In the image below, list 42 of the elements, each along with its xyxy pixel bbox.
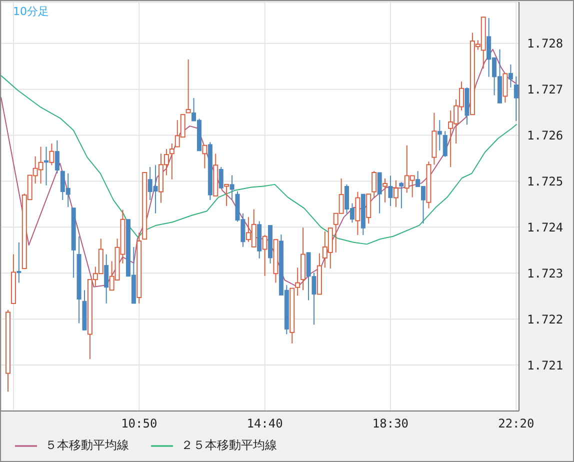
candlestick [393, 180, 398, 208]
candlestick [366, 194, 372, 224]
candlestick [295, 267, 300, 296]
y-tick-label: 1.728 [527, 36, 564, 51]
candlestick [262, 234, 268, 276]
candlestick [16, 242, 22, 284]
candlestick [514, 76, 518, 122]
candlestick [186, 58, 191, 114]
candlestick [442, 130, 448, 158]
candlestick [224, 184, 230, 207]
y-tick-label: 1.726 [527, 128, 564, 143]
candlestick [377, 172, 382, 214]
candlestick [502, 73, 508, 104]
candlestick [355, 191, 360, 236]
candlestick [382, 178, 388, 203]
candlestick [104, 254, 109, 304]
x-tick-label: 10:50 [121, 416, 158, 431]
y-tick-label: 1.724 [527, 220, 564, 234]
y-tick-label: 1.722 [527, 312, 564, 326]
candlestick [202, 144, 208, 169]
legend-label: ２５本移動平均線 [181, 437, 277, 454]
line-series [1, 75, 518, 245]
chart-title: 10分足 [13, 4, 49, 19]
candlestick [49, 143, 54, 166]
candlestick [218, 166, 224, 189]
y-tick-label: 1.721 [527, 358, 564, 372]
x-tick-label: 18:30 [372, 416, 409, 431]
candlestick [372, 170, 377, 198]
legend-label: ５本移動平均線 [45, 437, 129, 454]
candlestick [230, 174, 234, 200]
candlestick [54, 140, 60, 174]
y-tick-label: 1.727 [527, 82, 564, 97]
y-tick-label: 1.723 [527, 266, 564, 280]
candlestick [399, 182, 404, 209]
x-tick-label: 22:20 [498, 416, 534, 431]
candlestick [437, 120, 442, 151]
candlestick [388, 175, 393, 207]
x-tick-label: 14:40 [246, 416, 283, 431]
candlestick [44, 146, 48, 186]
candlestick [169, 143, 174, 180]
y-tick-label: 1.725 [527, 174, 564, 188]
candlestick [508, 64, 513, 88]
